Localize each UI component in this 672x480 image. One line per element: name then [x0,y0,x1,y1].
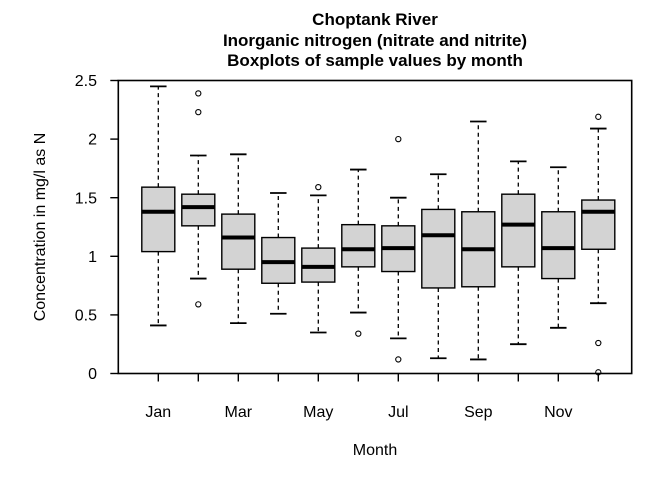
boxplot-oct [501,160,536,346]
y-tick-label: 1 [88,249,97,266]
iqr-box [181,193,216,227]
iqr-box [501,193,536,268]
boxplot-feb [181,90,216,308]
outlier-point [595,113,602,120]
outlier-point [195,90,202,97]
y-tick-label: 2 [88,132,97,149]
chart-title-line1: Choptank River [312,10,438,29]
x-tick-label: May [303,404,333,421]
outlier-point [195,108,202,116]
boxplot-jul [381,135,416,363]
x-tick-label: Mar [225,404,253,421]
outlier-point [315,184,322,191]
boxplot-nov [541,166,576,329]
iqr-box [341,223,376,268]
plot-area: 0 0.5 1 1.5 2 2.5 Jan Mar May Jul Sep Nov [75,73,633,421]
iqr-box [141,186,176,253]
x-tick-label: Nov [544,404,572,421]
x-tick-label: Sep [464,404,493,421]
chart-title-line2: Inorganic nitrogen (nitrate and nitrite) [223,31,527,50]
boxplot-may [301,184,336,334]
chart-title-line3: Boxplots of sample values by month [227,51,523,70]
y-axis-title: Concentration in mg/l as N [32,133,49,322]
y-tick-label: 0 [88,366,97,383]
boxplot-jan [141,85,176,327]
iqr-box [221,213,256,270]
x-axis-title: Month [353,442,397,459]
iqr-box [421,208,456,289]
outlier-point [355,330,362,337]
boxplot-dec [581,113,616,376]
iqr-box [541,211,576,280]
outlier-point [595,339,602,347]
outlier-point [595,369,602,376]
y-tick-label: 2.5 [75,73,97,90]
x-tick-label: Jan [145,404,171,421]
y-tick-label: 0.5 [75,308,97,325]
outlier-point [395,356,402,363]
outlier-point [395,135,402,143]
y-tick-label: 1.5 [75,190,97,207]
boxplot-mar [221,153,256,325]
outlier-point [195,301,202,308]
boxplot-jun [341,168,376,337]
boxplot-apr [261,192,296,315]
boxplot-aug [421,173,456,360]
iqr-box [581,199,616,250]
boxplot-sep [461,120,496,361]
x-tick-label: Jul [388,404,408,421]
